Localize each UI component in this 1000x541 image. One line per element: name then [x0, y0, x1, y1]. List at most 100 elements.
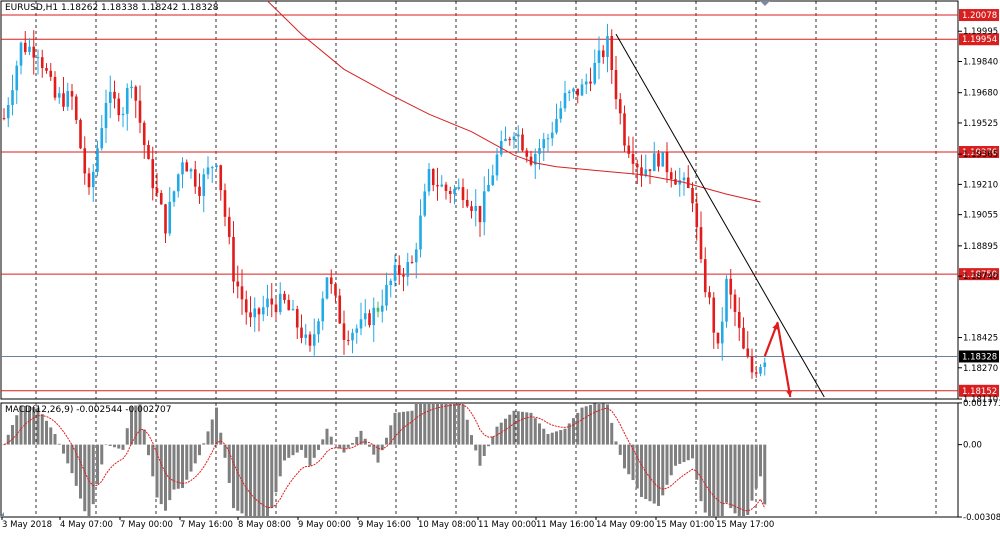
macd-histogram-bar	[6, 434, 10, 445]
macd-histogram-bar	[682, 444, 686, 463]
candle-body	[100, 128, 104, 149]
candle-body	[232, 236, 235, 282]
macd-histogram-bar	[610, 422, 614, 445]
candle-body	[227, 216, 231, 237]
macd-histogram-bar	[669, 444, 673, 476]
macd-histogram-bar	[567, 423, 571, 445]
candle-body	[746, 348, 750, 357]
macd-histogram-bar	[691, 444, 694, 459]
candle-body	[453, 188, 456, 194]
y-tick-label: 1.19840	[963, 57, 998, 67]
x-tick-label: 15 May 17:00	[716, 520, 774, 530]
macd-histogram-bar	[189, 444, 193, 472]
x-tick-label: 9 May 00:00	[298, 520, 351, 530]
candle-body	[19, 42, 23, 66]
macd-histogram-bar	[703, 444, 707, 513]
macd-histogram-bar	[113, 444, 116, 448]
macd-histogram-bar	[278, 444, 282, 477]
candle-body	[508, 138, 512, 141]
candle-body	[750, 356, 754, 373]
macd-histogram-bar	[470, 435, 473, 445]
macd-histogram-bar	[304, 444, 308, 458]
level-label-box	[959, 33, 999, 46]
macd-histogram-bar	[491, 436, 495, 445]
symbol-info: EURUSD,H1 1.18262 1.18338 1.18242 1.1832…	[5, 3, 219, 13]
current-price-label: 1.18328	[962, 352, 997, 362]
candle-body	[108, 91, 112, 104]
macd-histogram-bar	[521, 411, 524, 445]
candle-body	[550, 132, 554, 139]
macd-histogram-bar	[372, 444, 376, 455]
candle-body	[635, 163, 639, 168]
macd-histogram-bar	[546, 434, 550, 445]
candle-body	[644, 169, 648, 176]
macd-histogram-bar	[2, 444, 6, 446]
candle-body	[23, 42, 27, 53]
y-tick-label: 1.18110	[963, 395, 998, 405]
candle-body	[627, 145, 631, 154]
candle-body	[96, 148, 99, 172]
level-label-box	[959, 384, 999, 397]
candle-body	[66, 91, 70, 107]
candle-body	[533, 153, 537, 165]
candle-body	[474, 205, 478, 211]
y-tick-label: 1.19365	[963, 150, 998, 160]
candle-body	[538, 148, 541, 154]
macd-histogram-bar	[763, 444, 767, 505]
y-tick-label: 1.19525	[963, 119, 998, 129]
macd-histogram-bar	[389, 425, 393, 445]
candle-body	[270, 298, 274, 305]
macd-histogram-bar	[623, 444, 626, 469]
candle-body	[215, 165, 218, 168]
candle-body	[2, 118, 6, 120]
x-tick-label: 9 May 16:00	[358, 520, 411, 530]
candle-body	[397, 265, 401, 275]
candle-body	[563, 93, 567, 109]
macd-histogram-bar	[661, 444, 665, 496]
candle-body	[342, 323, 346, 340]
macd-histogram-bar	[125, 428, 129, 445]
macd-histogram-bar	[155, 444, 159, 498]
macd-y-tick-label: 0.001773	[963, 399, 1000, 409]
candle-body	[610, 36, 614, 70]
macd-histogram-bar	[495, 426, 499, 445]
candle-body	[104, 103, 108, 129]
macd-histogram-bar	[32, 407, 36, 445]
macd-histogram-bar	[627, 444, 631, 475]
macd-histogram-bar	[431, 403, 435, 445]
candle-body	[6, 105, 10, 119]
y-tick-label: 1.18425	[963, 334, 998, 344]
candle-body	[385, 285, 388, 306]
macd-histogram-bar	[368, 444, 371, 447]
macd-histogram-bar	[499, 422, 503, 445]
level-label: 1.18750	[962, 270, 997, 280]
candle-body	[32, 46, 36, 58]
candle-body	[470, 206, 473, 211]
macd-histogram-bar	[96, 444, 99, 485]
candle-body	[355, 328, 359, 333]
macd-histogram-bar	[720, 444, 724, 517]
macd-histogram-bar	[423, 403, 427, 445]
candle-body	[40, 57, 44, 69]
macd-histogram-bar	[346, 444, 350, 448]
macd-histogram-bar	[312, 444, 316, 458]
x-tick-label: 3 May 2018	[2, 520, 52, 530]
candle-body	[164, 204, 167, 234]
macd-histogram-bar	[210, 419, 214, 445]
candle-body	[142, 122, 146, 146]
candle-body	[521, 134, 524, 151]
candle-body	[572, 88, 575, 92]
shift-marker-icon	[760, 1, 770, 6]
candle-body	[440, 184, 444, 187]
macd-histogram-bar	[253, 444, 257, 517]
macd-histogram-bar	[236, 444, 240, 511]
candle-body	[117, 98, 121, 116]
level-label-box	[959, 146, 999, 159]
macd-histogram-bar	[410, 410, 414, 445]
macd-histogram-bar	[559, 430, 563, 445]
macd-histogram-bar	[482, 444, 486, 456]
macd-histogram-bar	[640, 444, 643, 497]
macd-histogram-bar	[406, 411, 410, 445]
candle-body	[312, 334, 316, 346]
